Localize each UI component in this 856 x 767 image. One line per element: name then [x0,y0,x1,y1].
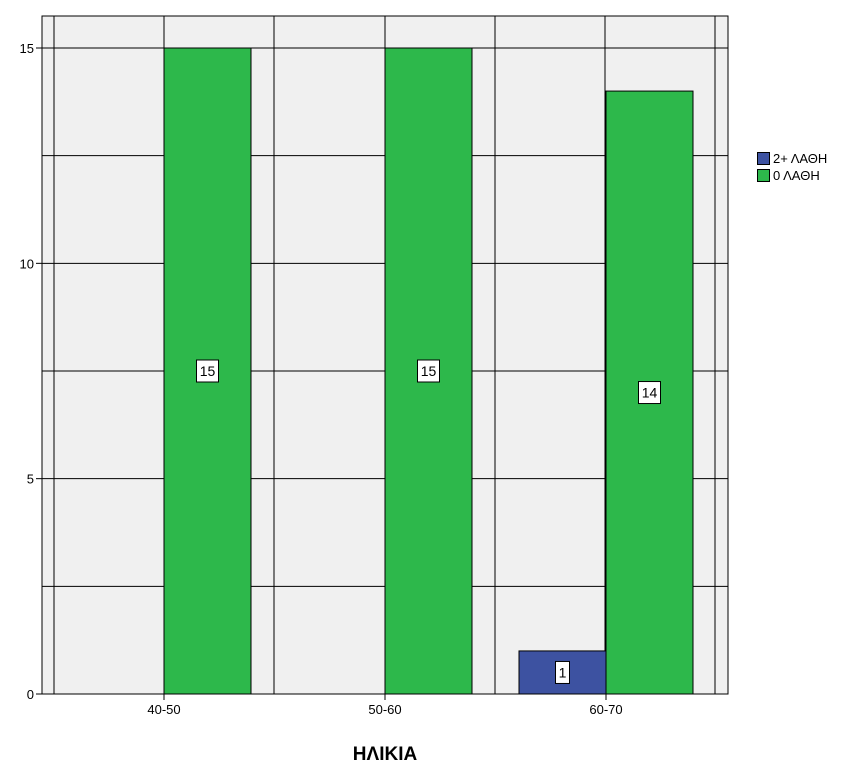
data-label-box [417,359,440,383]
y-tick-label: 5 [27,472,34,487]
data-label: 14 [642,385,658,401]
y-tick-label: 15 [20,41,34,56]
y-tick-label: 0 [27,687,34,702]
legend: 2+ ΛΑΘΗ 0 ΛΑΘΗ [757,150,827,184]
x-tick-label: 60-70 [589,702,622,717]
legend-label: 0 ΛΑΘΗ [773,168,820,183]
data-label-box [196,359,219,383]
x-axis-title: ΗΛΙΚΙΑ [353,744,418,765]
legend-label: 2+ ΛΑΘΗ [773,151,828,166]
legend-item-0-errors: 0 ΛΑΘΗ [757,167,827,184]
legend-item-2plus-errors: 2+ ΛΑΘΗ [757,150,827,167]
data-labels: 1 15 15 14 [196,359,661,684]
data-label: 15 [421,363,437,379]
x-tick-label: 50-60 [368,702,401,717]
axes: 0 5 10 15 40-50 50-60 60-70 [20,16,728,717]
x-tick-label: 40-50 [147,702,180,717]
data-label: 1 [559,664,567,680]
legend-swatch-2plus-errors [757,152,770,165]
data-label: 15 [200,363,216,379]
data-label-box [638,381,661,405]
data-label-box [555,660,570,684]
legend-swatch-0-errors [757,169,770,182]
y-tick-label: 10 [20,256,34,271]
